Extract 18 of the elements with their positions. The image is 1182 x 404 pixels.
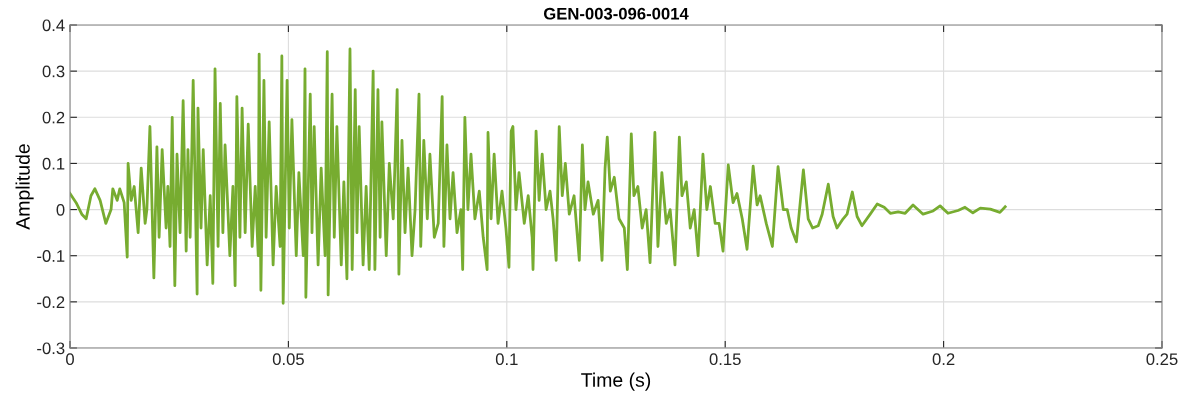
line-series: [70, 47, 1007, 305]
chart-title: GEN-003-096-0014: [543, 7, 689, 20]
y-tick-label: 0.3: [42, 65, 65, 78]
y-tick-label: 0: [56, 203, 65, 216]
x-tick-label: 0.2: [932, 353, 955, 366]
y-tick-label: -0.1: [37, 250, 65, 262]
x-axis-title: Time (s): [581, 372, 651, 391]
x-tick-label: 0.25: [1146, 353, 1178, 366]
y-tick-label: 0.1: [42, 157, 65, 170]
y-tick-label: 0.4: [42, 19, 65, 32]
x-tick-label: 0.15: [709, 353, 741, 366]
y-tick-label: -0.3: [37, 342, 65, 355]
x-tick-label: 0.1: [495, 353, 518, 366]
y-axis-title: Amplitude: [15, 144, 34, 230]
y-tick-label: 0.2: [42, 111, 65, 124]
y-tick-label: -0.2: [37, 296, 65, 309]
x-tick-label: 0: [66, 353, 74, 366]
x-tick-label: 0.05: [272, 353, 304, 366]
